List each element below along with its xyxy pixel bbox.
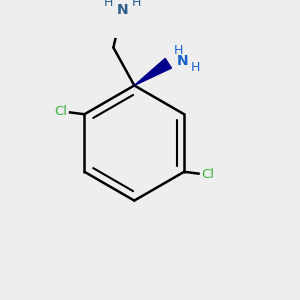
Text: H: H xyxy=(104,0,113,9)
Text: Cl: Cl xyxy=(201,168,214,181)
Text: N: N xyxy=(177,54,188,68)
Polygon shape xyxy=(134,58,172,85)
Text: Cl: Cl xyxy=(54,105,68,118)
Text: N: N xyxy=(117,3,128,16)
Text: H: H xyxy=(190,61,200,74)
Text: H: H xyxy=(132,0,141,9)
Text: H: H xyxy=(174,44,184,57)
